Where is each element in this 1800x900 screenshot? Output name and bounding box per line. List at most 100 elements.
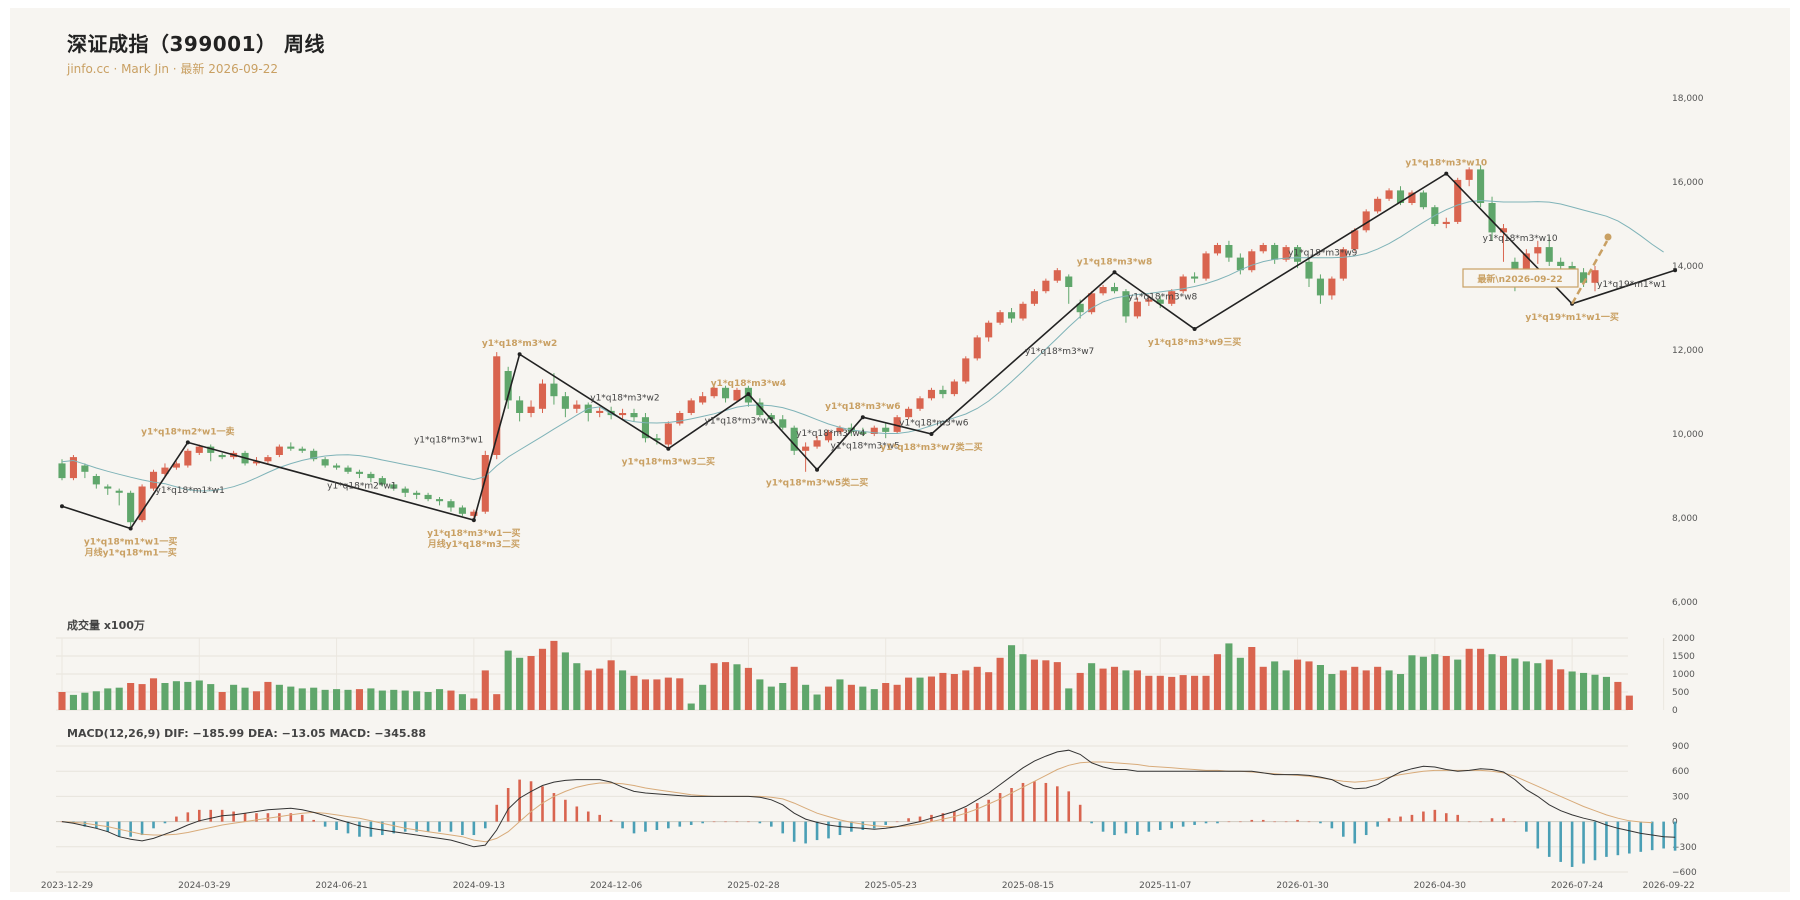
macd-y-tick: 300 [1672, 792, 1689, 802]
macd-bar [552, 793, 556, 822]
price-y-tick: 10,000 [1672, 430, 1704, 440]
candle [413, 490, 421, 500]
volume-bar [653, 679, 661, 710]
volume-bar [1419, 656, 1427, 710]
macd-bar [300, 814, 304, 822]
annotation-label: y1*q19*m1*w1 [1597, 280, 1666, 290]
ma-line [61, 199, 1664, 492]
macd-bar [186, 812, 190, 822]
macd-panel: MACD(12,26,9) DIF: −185.99 DEA: −13.05 M… [56, 727, 1697, 878]
candle-body [58, 463, 66, 479]
macd-bar [1056, 786, 1059, 822]
candle-body [92, 476, 100, 485]
volume-bar [847, 684, 855, 710]
macd-bar [415, 821, 418, 832]
macd-bar [1033, 781, 1036, 822]
volume-bar [1202, 675, 1210, 710]
candle-body [676, 413, 684, 424]
candle [561, 392, 569, 418]
candle-body [985, 322, 993, 338]
candle [92, 473, 100, 489]
volume-bar [1328, 674, 1336, 710]
macd-bar [1639, 821, 1643, 852]
volume-bar [744, 667, 752, 710]
volume-bar [413, 691, 421, 710]
volume-bar [596, 668, 604, 710]
volume-bar [230, 684, 238, 710]
candle [1545, 236, 1553, 266]
candle-body [905, 408, 913, 418]
macd-bar [461, 821, 464, 836]
candle [790, 425, 798, 455]
annotation-label: 月线y1*q18*m1一买 [84, 547, 177, 559]
volume-bar [104, 688, 112, 710]
annotation-label: y1*q18*m3*w10 [1483, 234, 1558, 244]
volume-bar [916, 677, 924, 710]
candle [927, 387, 936, 401]
candle [1374, 196, 1382, 214]
candle-body [310, 450, 318, 460]
volume-bar [1568, 671, 1576, 710]
candle [1065, 274, 1073, 304]
candle [184, 448, 192, 468]
candle [310, 448, 318, 462]
macd-bar [1101, 821, 1105, 832]
candle [435, 497, 444, 506]
candle-body [218, 455, 226, 458]
volume-bar [1088, 663, 1096, 710]
candle [619, 408, 627, 420]
volume-bar [710, 663, 718, 710]
annotation-label: y1*q18*m3*w6 [899, 419, 969, 429]
volume-bar [1042, 660, 1050, 710]
macd-bar [1170, 821, 1174, 829]
dea-line [61, 761, 1653, 843]
macd-bar [381, 821, 384, 836]
volume-bar [241, 687, 249, 710]
candle [813, 436, 821, 449]
candle [172, 461, 180, 470]
macd-bar [1307, 821, 1311, 823]
macd-y-tick: −300 [1672, 843, 1697, 853]
volume-bar [252, 691, 261, 710]
candle [1133, 297, 1141, 319]
macd-bar [1547, 821, 1551, 857]
volume-bar [1259, 666, 1267, 710]
volume-bar [470, 698, 478, 710]
candle-body [550, 383, 558, 397]
volume-bar [504, 650, 512, 710]
volume-bar [721, 662, 730, 710]
macd-bar [609, 819, 613, 822]
volume-bar [1488, 654, 1496, 710]
volume-bar [1248, 647, 1256, 710]
candle [1213, 242, 1222, 256]
candle-body [195, 446, 203, 453]
candle-body [996, 312, 1004, 323]
candle [653, 434, 661, 445]
candle [893, 415, 901, 434]
volume-bar [870, 689, 878, 710]
annotation-label: y1*q18*m3*w1 [414, 435, 483, 445]
volume-bar [1385, 670, 1393, 710]
volume-bar [424, 692, 432, 710]
candle-body [1248, 251, 1256, 271]
candle [1282, 245, 1290, 262]
macd-bar [1250, 819, 1254, 822]
candle [584, 402, 592, 422]
volume-bar [1522, 661, 1530, 710]
volume-bar [573, 663, 581, 710]
price-y-tick: 18,000 [1672, 94, 1704, 104]
candle [1305, 257, 1313, 287]
x-tick: 2024-12-06 [590, 881, 643, 891]
annotation-label: y1*q18*m3*w2 [482, 339, 557, 349]
volume-bar [1454, 659, 1462, 710]
candle [1408, 190, 1416, 206]
x-tick: 2026-01-30 [1276, 881, 1329, 891]
annotation-label: y1*q18*m3*w1一买 [427, 528, 520, 539]
volume-bar [1557, 669, 1565, 710]
volume-bar [1145, 675, 1153, 710]
volume-bar [859, 686, 867, 710]
macd-bar [621, 821, 624, 829]
candle [264, 455, 272, 464]
macd-bar [197, 809, 201, 822]
volume-bar [1213, 654, 1222, 710]
